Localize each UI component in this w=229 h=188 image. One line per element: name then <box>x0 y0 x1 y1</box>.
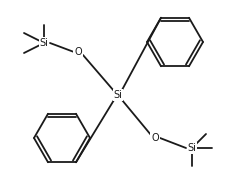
Text: Si: Si <box>39 38 48 48</box>
Text: O: O <box>74 47 82 57</box>
Text: Si: Si <box>113 90 122 100</box>
Text: O: O <box>150 133 158 143</box>
Text: Si: Si <box>187 143 196 153</box>
